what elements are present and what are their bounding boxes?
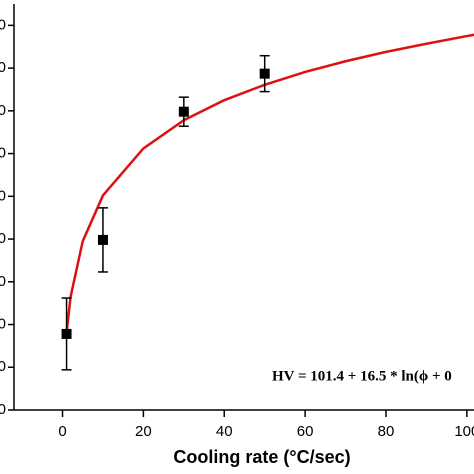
y-tick-label: 160 xyxy=(0,102,6,119)
y-tick-label: 110 xyxy=(0,315,6,332)
annotation: HV = 101.4 + 16.5 * ln(ϕ + 0 xyxy=(272,368,452,384)
fit-curve xyxy=(65,33,474,333)
point xyxy=(178,106,189,117)
x-tick-label: 20 xyxy=(135,423,152,440)
y-tick-label: 150 xyxy=(0,145,6,162)
x-axis-label: Cooling rate (°C/sec) xyxy=(173,447,350,467)
y-tick-label: 170 xyxy=(0,59,6,76)
x-tick-label: 60 xyxy=(297,423,314,440)
point xyxy=(61,328,72,339)
x-tick-label: 0 xyxy=(58,423,66,440)
y-tick-label: 140 xyxy=(0,187,6,204)
y-tick-label: 130 xyxy=(0,230,6,247)
x-tick-label: 100 xyxy=(454,423,474,440)
point xyxy=(97,234,108,245)
y-tick-label: 120 xyxy=(0,273,6,290)
x-tick-label: 40 xyxy=(216,423,233,440)
point xyxy=(259,68,270,79)
y-tick-label: 90 xyxy=(0,401,6,418)
x-tick-label: 80 xyxy=(378,423,395,440)
y-tick-label: 180 xyxy=(0,16,6,33)
y-tick-label: 100 xyxy=(0,358,6,375)
